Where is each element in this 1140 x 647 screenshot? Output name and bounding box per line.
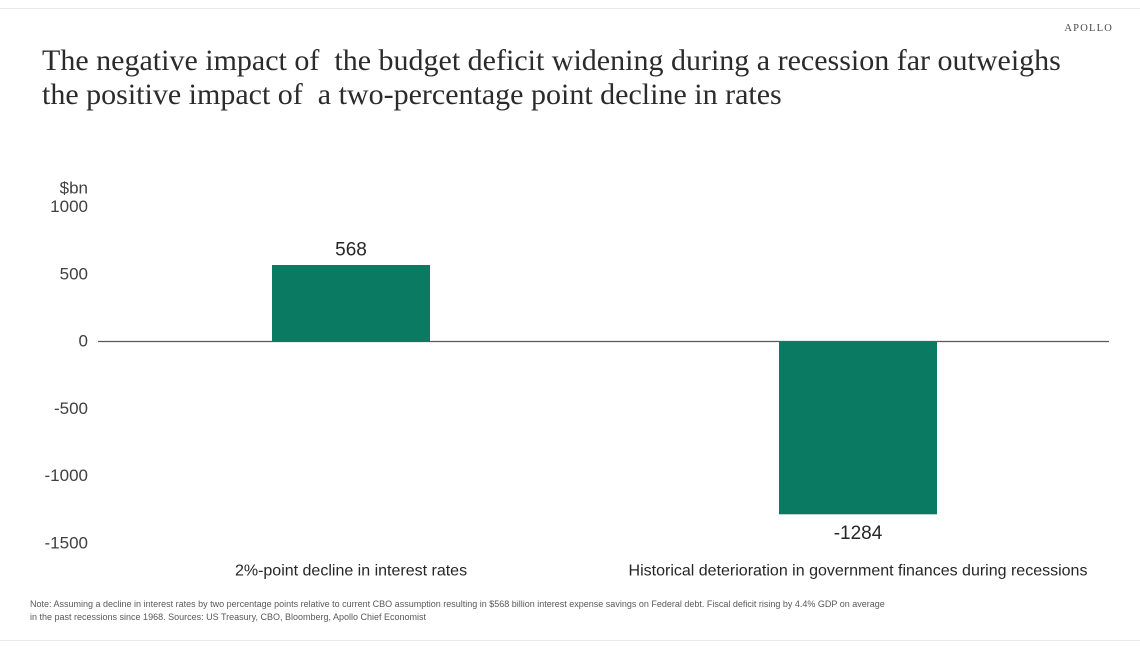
svg-text:$bn: $bn (60, 179, 88, 198)
svg-text:0: 0 (79, 332, 88, 351)
svg-text:500: 500 (60, 264, 88, 283)
svg-text:-1000: -1000 (45, 466, 88, 485)
svg-text:Historical deterioration in go: Historical deterioration in government f… (629, 563, 1088, 580)
svg-text:-500: -500 (54, 399, 88, 418)
svg-text:2%-point decline in interest r: 2%-point decline in interest rates (235, 563, 467, 580)
svg-text:-1500: -1500 (45, 534, 88, 553)
svg-text:-1284: -1284 (834, 523, 883, 544)
svg-text:1000: 1000 (50, 197, 88, 216)
svg-text:568: 568 (335, 240, 367, 261)
